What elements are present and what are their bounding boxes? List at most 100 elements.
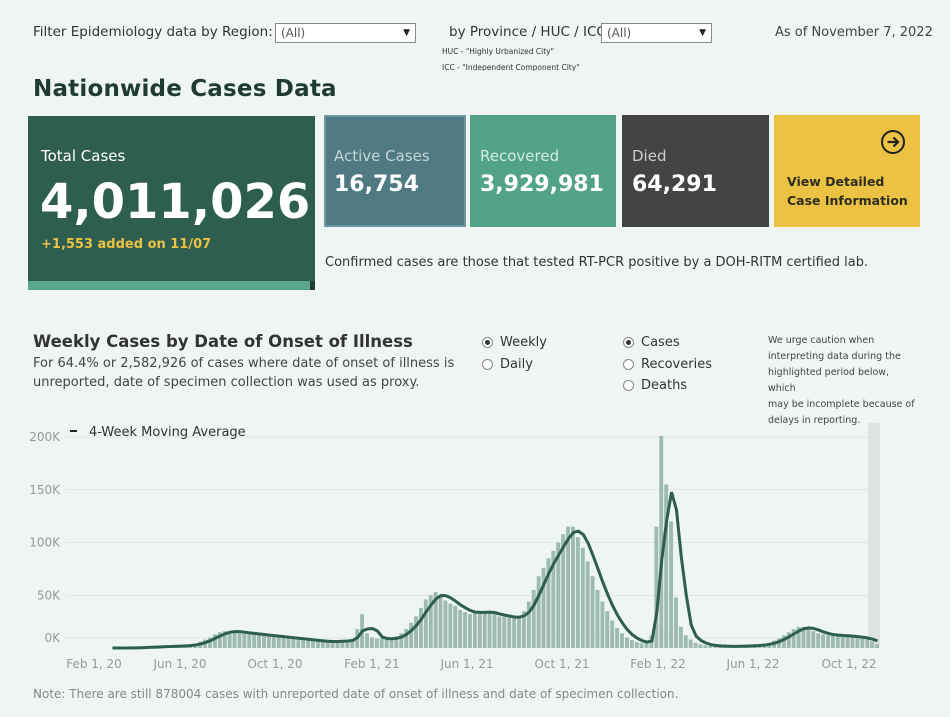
radio-recoveries[interactable]: Recoveries <box>623 357 712 372</box>
chevron-down-icon: ▼ <box>699 28 706 38</box>
radio-daily-label: Daily <box>500 357 533 372</box>
weekly-bar <box>688 639 693 648</box>
weekly-bar <box>423 599 428 648</box>
weekly-bar <box>575 537 580 648</box>
moving-average-line <box>112 491 879 650</box>
region-select[interactable]: (All) ▼ <box>275 23 416 43</box>
x-tick-label: Jun 1, 22 <box>725 657 779 671</box>
view-detailed-case-button[interactable]: View Detailed Case Information <box>774 115 920 227</box>
radio-selected-icon <box>482 337 493 348</box>
weekly-bar <box>394 636 399 648</box>
subtitle-line1: For 64.4% or 2,582,926 of cases where da… <box>33 356 455 371</box>
weekly-bar <box>208 637 212 648</box>
chart-legend: 4-Week Moving Average <box>70 425 246 440</box>
weekly-bar <box>237 632 242 648</box>
weekly-bar <box>806 629 811 648</box>
legend-label: 4-Week Moving Average <box>89 425 246 440</box>
x-tick-label: Oct 1, 22 <box>821 657 876 671</box>
total-cases-added: +1,553 added on 11/07 <box>41 237 212 252</box>
weekly-bar <box>556 542 561 648</box>
weekly-bar <box>379 638 384 648</box>
province-filter-label: by Province / HUC / ICC: <box>449 24 611 40</box>
weekly-bar <box>561 534 566 648</box>
weekly-bar <box>404 629 409 648</box>
weekly-bar <box>546 558 551 648</box>
weekly-bar <box>826 635 830 648</box>
weekly-bar <box>311 640 315 648</box>
radio-daily[interactable]: Daily <box>482 357 533 372</box>
weekly-bar <box>674 597 678 648</box>
weekly-bar <box>320 641 325 648</box>
radio-weekly[interactable]: Weekly <box>482 335 547 350</box>
weekly-cases-chart[interactable]: 200K 150K 100K 50K 0K Feb 1, 20 Jun 1, 20 Oct … <box>0 415 950 680</box>
weekly-bar <box>482 612 487 648</box>
region-filter-label: Filter Epidemiology data by Region: <box>33 24 273 40</box>
weekly-bar <box>306 640 311 648</box>
weekly-bar <box>286 637 291 648</box>
caution-line: interpreting data during the <box>768 351 901 362</box>
weekly-bar <box>571 526 575 648</box>
weekly-bar <box>433 592 438 648</box>
weekly-bar <box>845 636 850 648</box>
weekly-bar <box>620 633 624 648</box>
weekly-bar <box>610 620 615 648</box>
weekly-bar <box>713 646 718 648</box>
weekly-bar <box>301 639 306 648</box>
radio-selected-icon <box>623 337 634 348</box>
weekly-bar <box>296 639 301 648</box>
x-tick-label: Feb 1, 21 <box>344 657 400 671</box>
weekly-bar <box>580 547 585 648</box>
recovered-value: 3,929,981 <box>480 172 604 197</box>
y-tick-label: 100K <box>29 536 61 550</box>
chart-bars <box>124 423 880 648</box>
radio-unselected-icon <box>623 359 634 370</box>
weekly-bar <box>551 550 556 648</box>
weekly-bar <box>703 645 708 648</box>
view-detailed-line2: Case Information <box>787 193 908 208</box>
x-tick-label: Oct 1, 20 <box>247 657 302 671</box>
recovered-label: Recovered <box>480 147 560 165</box>
radio-cases[interactable]: Cases <box>623 335 680 350</box>
chevron-down-icon: ▼ <box>403 28 410 38</box>
province-select[interactable]: (All) ▼ <box>601 23 712 43</box>
weekly-bar <box>448 603 453 648</box>
page-title: Nationwide Cases Data <box>33 76 337 102</box>
x-tick-label: Oct 1, 21 <box>534 657 589 671</box>
weekly-bar <box>678 626 683 648</box>
weekly-bar <box>477 611 482 648</box>
weekly-bar <box>458 610 463 648</box>
weekly-bar <box>683 635 688 648</box>
weekly-bar <box>654 526 659 648</box>
as-of-date: As of November 7, 2022 <box>775 25 933 40</box>
x-axis: Feb 1, 20 Jun 1, 20 Oct 1, 20 Feb 1, 21 Jun … <box>66 657 876 671</box>
weekly-bar <box>212 634 217 648</box>
subtitle-line2: unreported, date of specimen collection … <box>33 375 420 390</box>
weekly-bar <box>315 641 320 648</box>
weekly-bar <box>369 637 374 648</box>
weekly-bar <box>335 641 340 648</box>
weekly-bar <box>389 638 394 648</box>
caution-note: We urge caution when interpreting data d… <box>768 333 918 429</box>
weekly-bar <box>566 526 571 648</box>
radio-cases-label: Cases <box>641 335 680 350</box>
x-tick-label: Feb 1, 22 <box>630 657 686 671</box>
weekly-bar <box>350 639 355 648</box>
weekly-bar <box>217 632 222 648</box>
x-tick-label: Jun 1, 21 <box>439 657 493 671</box>
active-cases-label: Active Cases <box>334 147 430 165</box>
active-cases-value: 16,754 <box>334 172 419 197</box>
weekly-bar <box>497 616 502 648</box>
recovered-card: Recovered 3,929,981 <box>470 115 616 227</box>
weekly-bar <box>257 634 262 648</box>
weekly-bar <box>247 633 252 648</box>
weekly-bar <box>605 611 610 648</box>
weekly-bar <box>781 635 786 648</box>
icc-note: ICC - "Independent Component City" <box>442 63 580 71</box>
weekly-bar <box>590 576 595 648</box>
died-card: Died 64,291 <box>622 115 769 227</box>
radio-unselected-icon <box>623 380 634 391</box>
weekly-bar <box>850 636 855 648</box>
radio-deaths[interactable]: Deaths <box>623 378 687 393</box>
weekly-bar <box>222 631 227 648</box>
weekly-bar <box>644 642 649 648</box>
